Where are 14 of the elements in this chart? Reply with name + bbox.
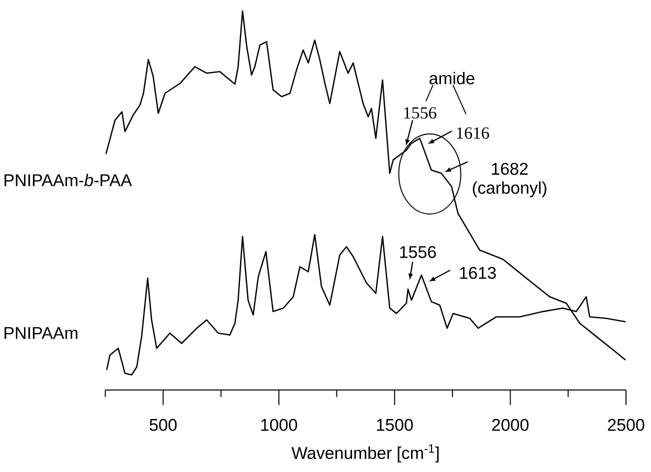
x-axis-title: Wavenumber [cm$^{-1}$] (292, 444, 439, 462)
x-tick-label: 2500 (608, 418, 644, 431)
annotation: 1616 (457, 127, 490, 139)
annotation: 1556 (400, 246, 436, 258)
text: PNIPAAm (4, 327, 78, 339)
annotation: 1556 (404, 107, 436, 119)
annotation: 1613 (460, 266, 496, 279)
x-tick-label: 1000 (261, 418, 298, 431)
annotation: amide (430, 72, 474, 84)
x-tick-label: 500 (150, 418, 177, 431)
series-label: PNIPAAm-b-PAA (4, 174, 132, 186)
annotation: 1682 (carbonyl) (472, 162, 546, 198)
x-tick-label: 1500 (376, 418, 413, 431)
x-tick-label: 2000 (492, 418, 529, 431)
